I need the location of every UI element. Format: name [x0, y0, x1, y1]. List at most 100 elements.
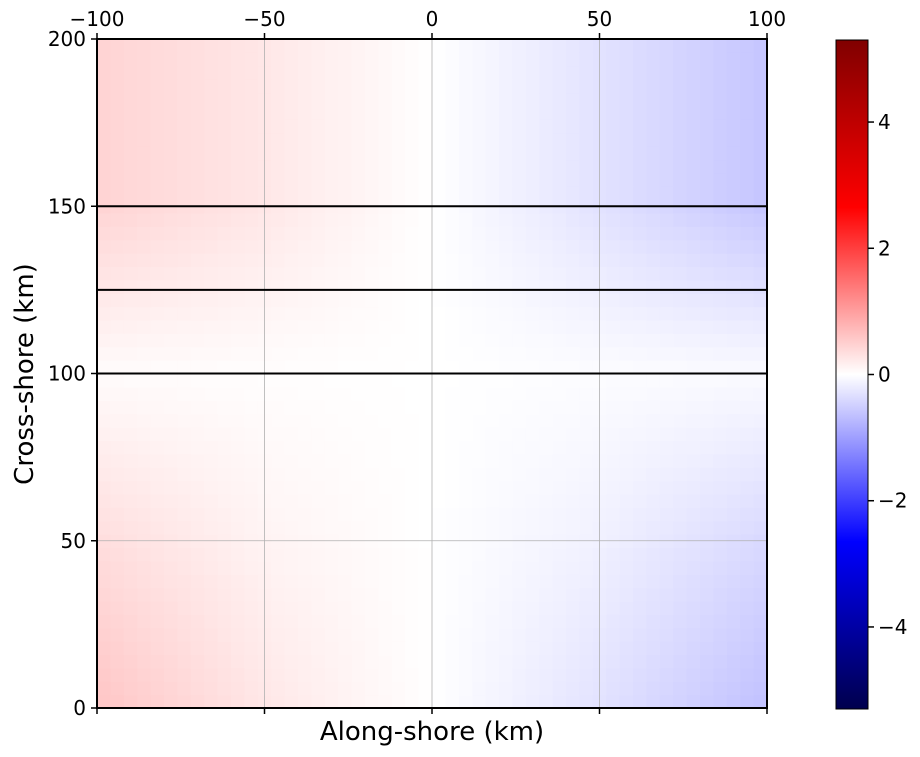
heatmap-cell — [217, 574, 232, 589]
heatmap-cell — [579, 253, 594, 268]
heatmap-cell — [432, 92, 446, 107]
heatmap-cell — [284, 667, 299, 682]
heatmap-cell — [458, 587, 473, 602]
heatmap-cell — [298, 440, 312, 455]
heatmap-cell — [391, 681, 406, 696]
heatmap-cell — [659, 92, 674, 107]
heatmap-cell — [177, 587, 192, 602]
heatmap-cell — [432, 600, 446, 615]
heatmap-cell — [150, 132, 165, 147]
heatmap-cell — [646, 119, 661, 134]
heatmap-cell — [619, 681, 634, 696]
heatmap-cell — [432, 52, 446, 67]
heatmap-cell — [418, 226, 433, 241]
heatmap-cell — [150, 253, 165, 268]
heatmap-cell — [472, 212, 487, 227]
x-axis: −100 −50 0 50 100 — [70, 7, 786, 714]
heatmap-cell — [525, 253, 540, 268]
heatmap-cell — [606, 440, 621, 455]
heatmap-cell — [164, 493, 178, 508]
heatmap-cell — [700, 239, 714, 254]
heatmap-cell — [552, 39, 567, 53]
heatmap-cell — [485, 253, 500, 268]
heatmap-cell — [512, 480, 527, 495]
heatmap-cell — [324, 386, 339, 401]
heatmap-cell — [284, 105, 299, 120]
heatmap-cell — [177, 480, 192, 495]
heatmap-cell — [110, 480, 125, 495]
heatmap-cell — [753, 293, 768, 308]
heatmap-cell — [418, 159, 433, 174]
heatmap-cell — [753, 146, 768, 161]
heatmap-cell — [633, 681, 647, 696]
heatmap-cell — [619, 520, 634, 535]
heatmap-cell — [271, 119, 286, 134]
heatmap-cell — [713, 587, 728, 602]
heatmap-cell — [365, 560, 379, 575]
heatmap-cell — [700, 493, 714, 508]
heatmap-cell — [659, 226, 674, 241]
heatmap-cell — [190, 253, 205, 268]
heatmap-cell — [123, 574, 138, 589]
heatmap-cell — [753, 614, 768, 629]
heatmap-cell — [740, 480, 755, 495]
heatmap-cell — [552, 440, 567, 455]
heatmap-cell — [552, 600, 567, 615]
heatmap-cell — [673, 480, 688, 495]
heatmap-cell — [726, 159, 741, 174]
heatmap-cell — [566, 654, 580, 669]
heatmap-cell — [217, 92, 232, 107]
heatmap-cell — [365, 52, 379, 67]
heatmap-cell — [150, 453, 165, 468]
heatmap-cell — [445, 119, 460, 134]
heatmap-cell — [753, 212, 768, 227]
heatmap-cell — [539, 52, 554, 67]
heatmap-cell — [713, 333, 728, 348]
heatmap-cell — [646, 667, 661, 682]
heatmap-cell — [726, 146, 741, 161]
heatmap-cell — [271, 105, 286, 120]
heatmap-cell — [311, 386, 326, 401]
heatmap-cell — [244, 212, 259, 227]
heatmap-cell — [539, 319, 554, 334]
heatmap-cell — [646, 493, 661, 508]
heatmap-cell — [512, 159, 527, 174]
heatmap-cell — [204, 520, 219, 535]
heatmap-cell — [512, 520, 527, 535]
heatmap-cell — [619, 694, 634, 709]
heatmap-cell — [539, 427, 554, 441]
heatmap-cell — [217, 654, 232, 669]
heatmap-cell — [552, 65, 567, 80]
heatmap-cell — [700, 119, 714, 134]
heatmap-cell — [324, 39, 339, 53]
heatmap-cell — [137, 641, 152, 656]
heatmap-cell — [753, 79, 768, 94]
heatmap-cell — [499, 520, 513, 535]
heatmap-cell — [204, 386, 219, 401]
heatmap-cell — [244, 39, 259, 53]
heatmap-cell — [619, 79, 634, 94]
heatmap-cell — [110, 333, 125, 348]
heatmap-cell — [231, 39, 245, 53]
heatmap-cell — [365, 79, 379, 94]
heatmap-cell — [365, 186, 379, 201]
heatmap-cell — [552, 520, 567, 535]
heatmap-cell — [619, 159, 634, 174]
heatmap-cell — [123, 146, 138, 161]
heatmap-cell — [740, 574, 755, 589]
heatmap-cell — [311, 226, 326, 241]
heatmap-cell — [204, 654, 219, 669]
heatmap-cell — [365, 306, 379, 321]
heatmap-cell — [97, 694, 111, 709]
heatmap-cell — [552, 560, 567, 575]
heatmap-cell — [472, 600, 487, 615]
heatmap-cell — [164, 614, 178, 629]
heatmap-cell — [284, 146, 299, 161]
heatmap-cell — [137, 373, 152, 388]
heatmap-cell — [298, 667, 312, 682]
heatmap-cell — [566, 119, 580, 134]
heatmap-cell — [740, 239, 755, 254]
heatmap-cell — [217, 493, 232, 508]
heatmap-cell — [391, 319, 406, 334]
heatmap-cell — [204, 694, 219, 709]
